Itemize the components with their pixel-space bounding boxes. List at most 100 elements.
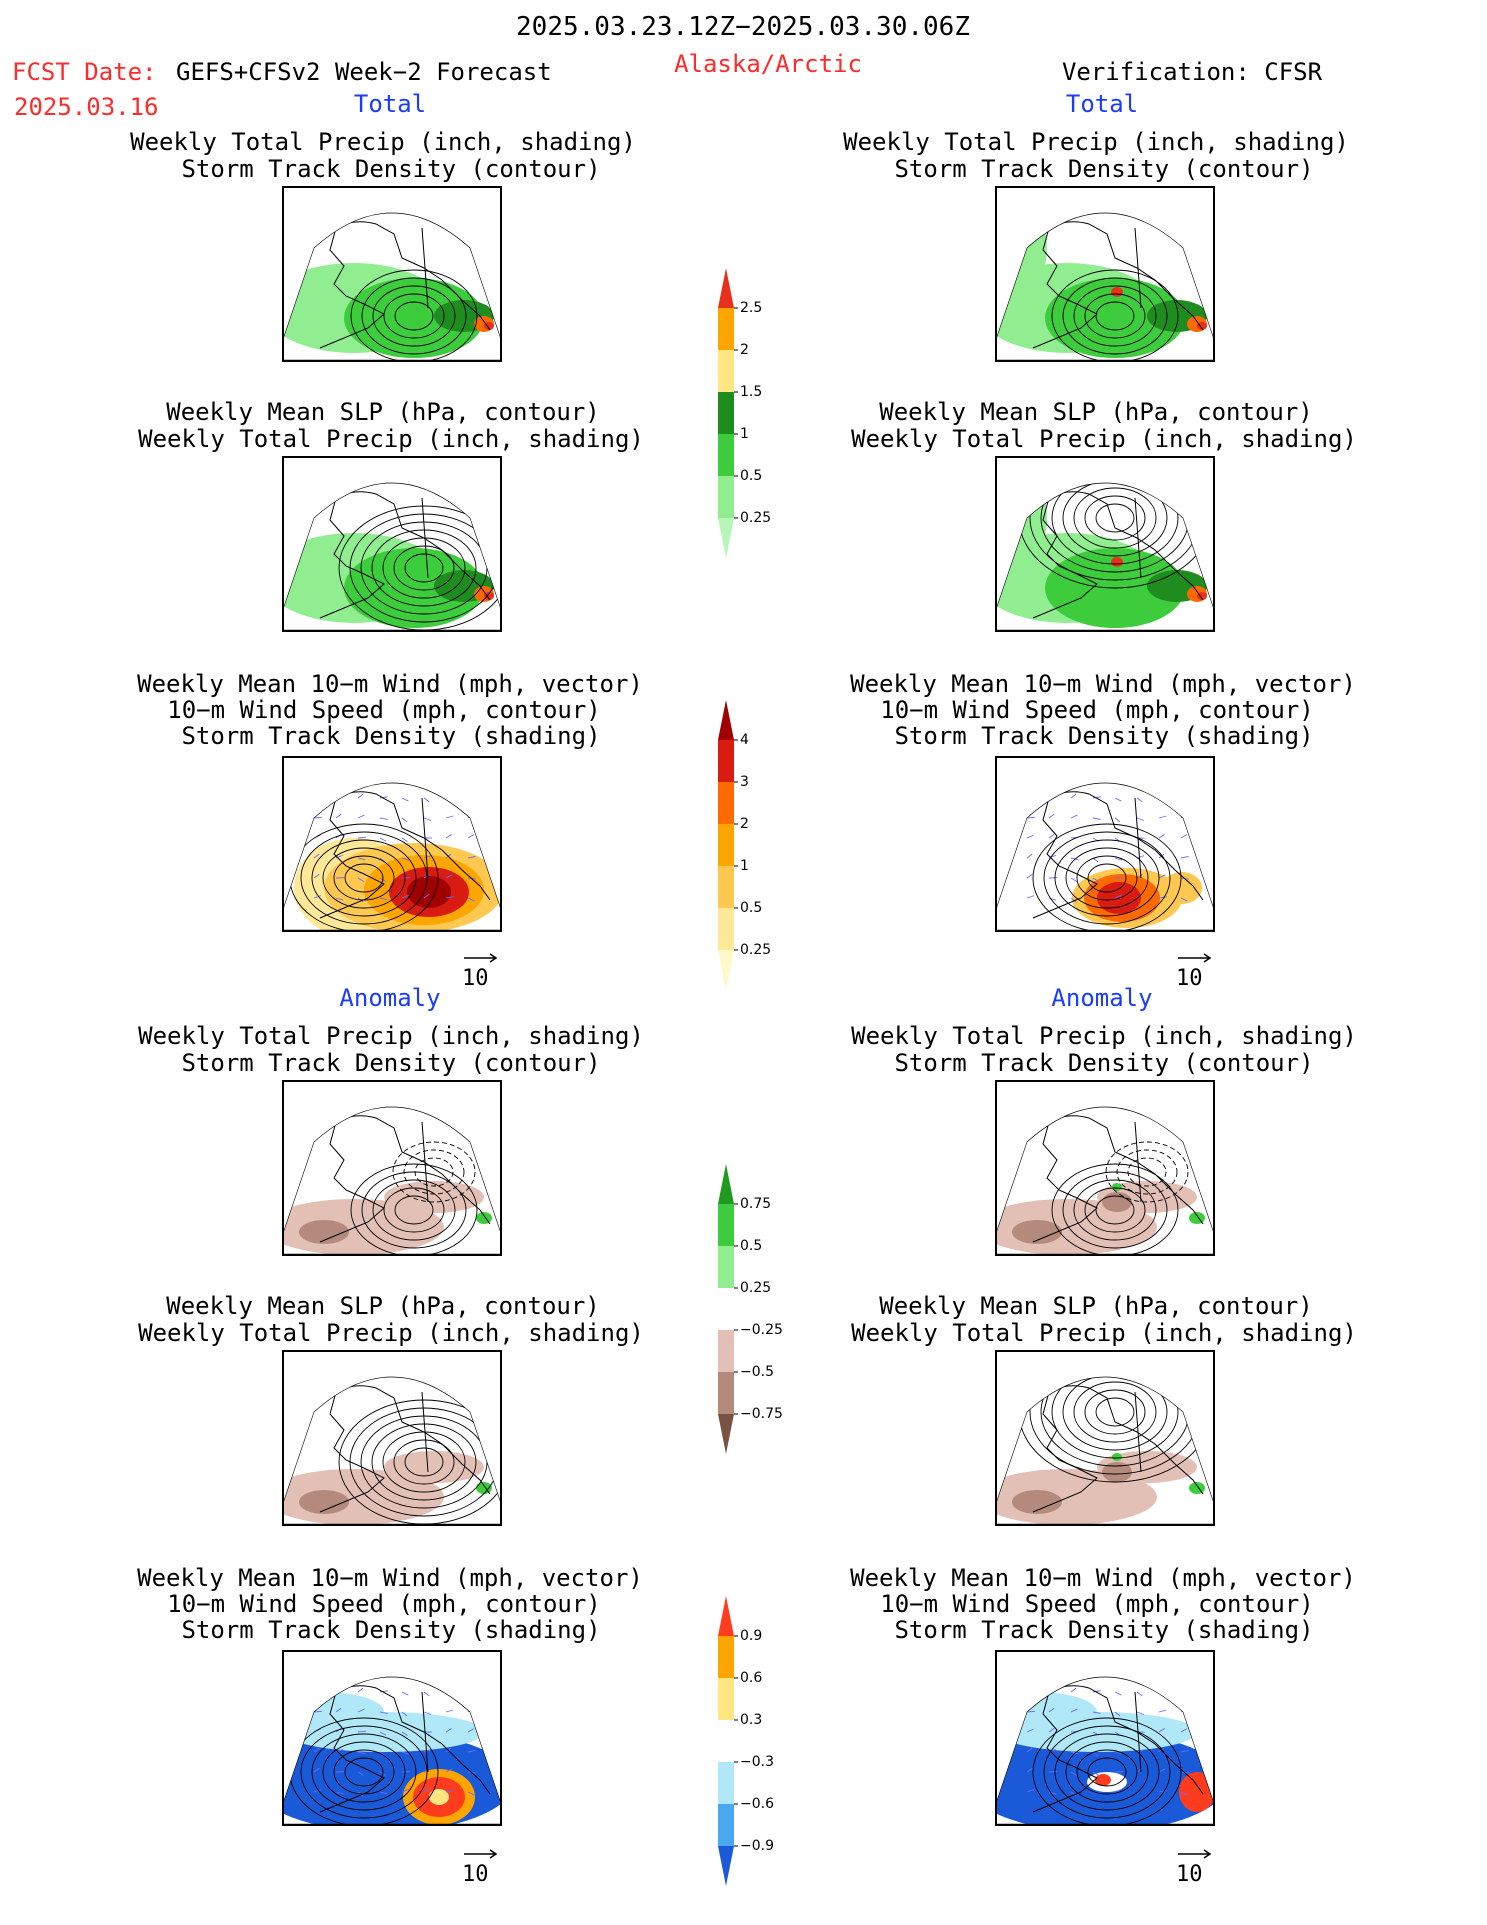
colorbar-svg (718, 1164, 738, 1454)
colorbar-label: 0.5 (740, 1238, 763, 1254)
domain-outline (997, 212, 1213, 360)
colorbar-label: 0.75 (740, 1196, 772, 1212)
domain-outline (284, 782, 500, 930)
wind-vector (467, 1688, 475, 1693)
map-panel-verif-anom-precip (995, 1080, 1215, 1256)
panel-title-line: Weekly Mean 10−m Wind (mph, vector) (850, 670, 1356, 698)
wind-vector (423, 1711, 432, 1715)
coastline (1032, 797, 1098, 919)
panel-title-line: Weekly Total Precip (inch, shading) (851, 425, 1357, 453)
contour-line (1065, 1741, 1149, 1803)
panel-title-line: Weekly Total Precip (inch, shading) (851, 1319, 1357, 1347)
shading-area (429, 1789, 449, 1805)
map-svg (284, 482, 500, 630)
wind-vector (1180, 1707, 1187, 1713)
colorbar-segment (718, 1414, 734, 1454)
domain-outline (284, 1106, 500, 1254)
panel-title-line: Weekly Total Precip (inch, shading) (843, 128, 1349, 156)
wind-vector (313, 1710, 322, 1713)
section-total-right: Total (1065, 90, 1139, 118)
wind-vector (1136, 1691, 1143, 1697)
shading-area (1189, 1212, 1205, 1224)
contour-line (1084, 495, 1146, 541)
map-svg (997, 482, 1213, 630)
colorbar-segment (718, 866, 734, 908)
wind-vector (1159, 778, 1166, 781)
wind-vector (1070, 1791, 1077, 1797)
contour-line (1054, 839, 1160, 917)
shading-area (1012, 1490, 1062, 1514)
contour-line (344, 1757, 384, 1787)
wind-vector (1026, 873, 1033, 879)
colorbar-label: 0.6 (740, 1670, 763, 1686)
shading-area (299, 1220, 349, 1244)
colorbar-label: 0.9 (740, 1628, 763, 1644)
panel-title-line: Storm Track Density (shading) (894, 722, 1314, 750)
border-line (1134, 1121, 1142, 1203)
wind-vector (1114, 1711, 1121, 1717)
contour-line (383, 293, 445, 339)
wind-vector (379, 817, 388, 820)
wind-vector (357, 1751, 366, 1755)
wind-vector (357, 1687, 364, 1693)
wind-vector (1092, 1751, 1099, 1757)
colorbar-precip-anom: 0.75 0.5 0.25 −0.25 −0.5 −0.75 (718, 1164, 783, 1454)
wind-vector (1070, 1687, 1077, 1693)
panel-title-line: Weekly Mean SLP (hPa, contour) (879, 1292, 1313, 1320)
wind-vector (313, 1747, 320, 1753)
map-svg (284, 212, 500, 360)
contour-line (322, 847, 406, 909)
shading-area (484, 592, 494, 600)
vector-scale-ref: 10 (1176, 953, 1212, 991)
contour-line (1076, 855, 1138, 901)
wind-vector (445, 797, 454, 800)
map-svg (284, 1376, 500, 1524)
coastline (1016, 793, 1034, 799)
shading-area (1179, 1772, 1213, 1812)
wind-vector (423, 1749, 432, 1753)
wind-vector (313, 797, 322, 801)
domain-outline (284, 212, 500, 360)
wind-vector (401, 1788, 409, 1793)
panel-title-line: Weekly Mean SLP (hPa, contour) (166, 1292, 600, 1320)
wind-vector (1114, 817, 1121, 823)
contour-line (1051, 1163, 1179, 1254)
contour-line (383, 1187, 445, 1233)
wind-vector (423, 817, 432, 821)
wind-vector (1158, 1728, 1165, 1733)
colorbar-segment (718, 1596, 734, 1636)
colorbar-segment (718, 392, 734, 434)
map-svg (997, 778, 1213, 930)
shading-area (1102, 1192, 1132, 1212)
colorbar-track-anom: 0.9 0.6 0.3 −0.3 −0.6 −0.9 (718, 1596, 778, 1886)
wind-vector (1158, 874, 1166, 879)
wind-vector (379, 1711, 388, 1714)
contour-line (338, 1399, 500, 1524)
domain-outline (997, 1376, 1213, 1524)
contour-line (372, 1179, 456, 1241)
colorbar-segment (718, 1846, 734, 1886)
wind-vector (335, 1791, 344, 1795)
border-line (421, 1691, 429, 1773)
wind-vector (1070, 814, 1078, 819)
panel-title-line: 10−m Wind Speed (mph, contour) (880, 1590, 1314, 1618)
wind-vector (401, 1711, 408, 1717)
panel-title-line: Weekly Total Precip (inch, shading) (138, 1022, 644, 1050)
domain-outline (997, 1676, 1213, 1824)
wind-vector (313, 895, 322, 899)
map-content (284, 213, 500, 360)
wind-vector (423, 1691, 430, 1697)
wind-vector (401, 857, 410, 861)
colorbar-segment (718, 782, 734, 824)
map-svg (997, 1376, 1213, 1524)
colorbar-segment (718, 1762, 734, 1804)
wind-vector (1159, 1672, 1166, 1675)
wind-vector (401, 1691, 409, 1696)
contour-line (350, 1163, 478, 1254)
colorbar-svg (718, 1596, 738, 1886)
wind-vector (445, 1790, 454, 1793)
shading-area (1012, 1220, 1062, 1244)
wind-vector (1158, 1709, 1167, 1713)
section-anomaly-right: Anomaly (1051, 984, 1153, 1012)
wind-vector (1026, 1789, 1035, 1793)
